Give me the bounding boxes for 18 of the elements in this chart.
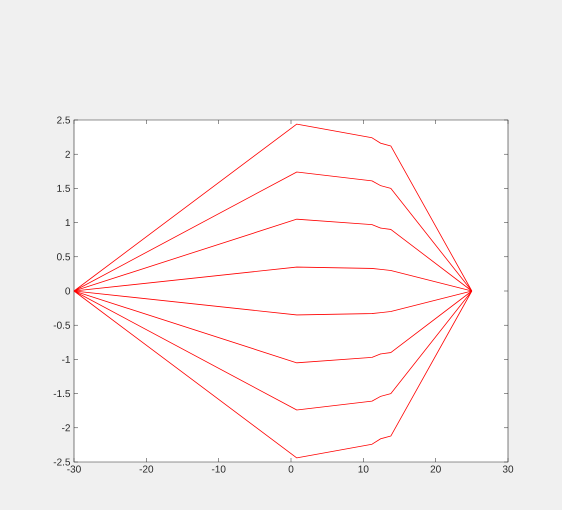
x-tick-label: 10 [358, 466, 369, 473]
y-tick-label: -2.5 [54, 458, 70, 466]
x-tick-label: -10 [212, 466, 226, 473]
x-tick-label: 30 [502, 466, 514, 473]
y-tick-label: -1 [62, 356, 70, 363]
x-tick-label: -30 [67, 466, 81, 473]
y-tick-label: 2 [65, 150, 70, 158]
y-tick-label: 0.5 [56, 253, 70, 260]
y-tick-label: -0.5 [54, 322, 70, 329]
y-tick-label: 1 [66, 219, 70, 226]
y-tick-label: -2 [62, 424, 70, 432]
y-tick-label: -1.5 [54, 390, 70, 398]
x-tick-label: 20 [430, 466, 441, 473]
y-tick-label: 0 [65, 287, 70, 295]
x-tick-label: -20 [140, 466, 154, 473]
y-tick-label: 1.5 [57, 184, 70, 192]
x-tick-label: 0 [288, 466, 294, 473]
y-tick-label: 2.5 [57, 116, 70, 124]
